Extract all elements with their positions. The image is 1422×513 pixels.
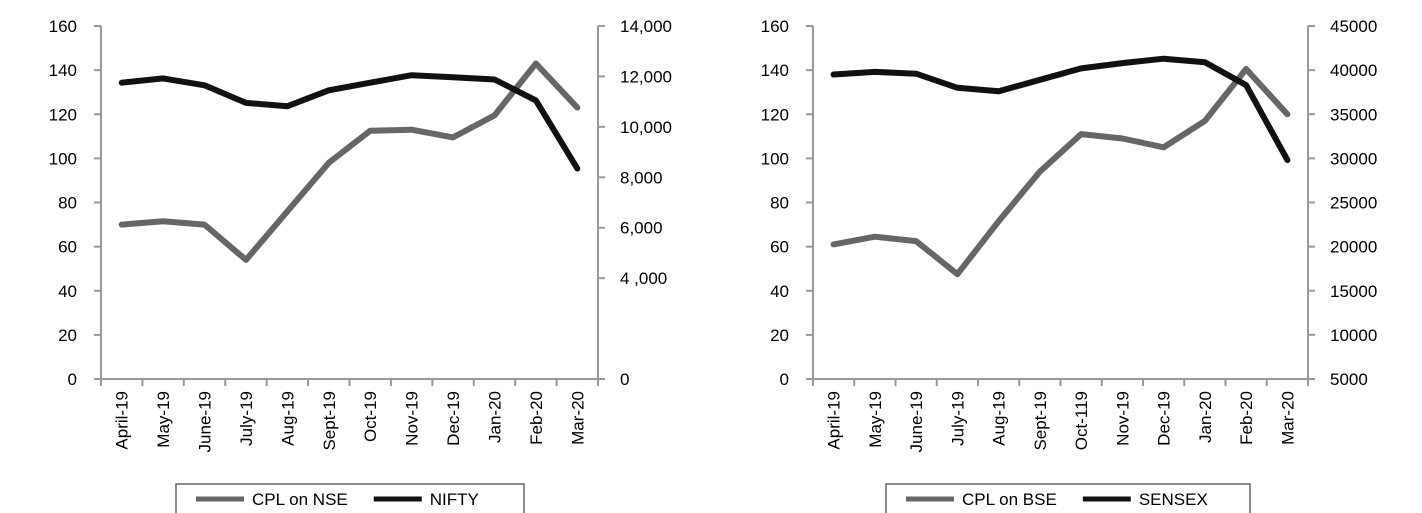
x-tick-label: April-19: [825, 391, 844, 450]
x-tick-label: Feb-20: [527, 391, 546, 445]
left-tick-label: 0: [68, 370, 77, 389]
right-tick-label: 5000: [1330, 370, 1368, 389]
left-tick-label: 120: [49, 105, 77, 124]
left-tick-label: 80: [58, 194, 77, 213]
right-tick-label: 45000: [1330, 17, 1377, 36]
x-tick-label: Sept-19: [320, 391, 339, 451]
left-tick-label: 160: [49, 17, 77, 36]
legend: CPL on NSE NIFTY: [175, 483, 525, 513]
x-tick-label: Feb-20: [1237, 391, 1256, 445]
left-tick-label: 100: [49, 149, 77, 168]
left-tick-label: 40: [58, 282, 77, 301]
left-tick-label: 140: [49, 61, 77, 80]
x-tick-label: May-19: [866, 391, 885, 448]
x-tick-label: Aug-19: [278, 391, 297, 446]
x-tick-label: Oct-119: [1072, 391, 1091, 450]
series-line-sensex: [830, 55, 1291, 164]
legend-label: NIFTY: [430, 490, 479, 509]
x-tick-label: Nov-19: [1113, 391, 1132, 446]
left-tick-label: 100: [761, 149, 789, 168]
right-tick-label: 12,000: [620, 67, 672, 86]
x-tick-label: Oct-19: [361, 391, 380, 442]
right-tick-label: 6,000: [620, 219, 663, 238]
x-tick-label: Nov-19: [403, 391, 422, 446]
x-tick-label: Mar-20: [1278, 391, 1297, 445]
x-tick-label: June-19: [907, 391, 926, 452]
x-tick-label: Mar-20: [568, 391, 587, 445]
legend-label: CPL on BSE: [962, 490, 1057, 509]
series-line-cpl-on-bse: [830, 66, 1291, 278]
left-tick-label: 60: [770, 238, 789, 257]
left-tick-label: 80: [770, 194, 789, 213]
legend-label: SENSEX: [1139, 490, 1208, 509]
left-tick-label: 140: [761, 61, 789, 80]
series-line-cpl-on-nse: [118, 60, 581, 263]
left-tick-label: 20: [770, 326, 789, 345]
x-tick-label: April-19: [113, 391, 132, 450]
right-tick-label: 25000: [1330, 194, 1377, 213]
x-tick-label: July-19: [948, 391, 967, 446]
legend-label: CPL on NSE: [252, 490, 348, 509]
right-tick-label: 30000: [1330, 149, 1377, 168]
right-tick-label: 14,000: [620, 17, 672, 36]
legend: CPL on BSE SENSEX: [885, 483, 1251, 513]
right-tick-label: 10000: [1330, 326, 1377, 345]
right-tick-label: 20000: [1330, 238, 1377, 257]
left-tick-label: 20: [58, 326, 77, 345]
right-tick-label: 35000: [1330, 105, 1377, 124]
right-tick-label: 0: [620, 370, 629, 389]
x-tick-label: Jan-20: [485, 391, 504, 443]
left-tick-label: 0: [780, 370, 789, 389]
x-tick-label: Dec-19: [444, 391, 463, 446]
right-tick-label: 40000: [1330, 61, 1377, 80]
left-tick-label: 60: [58, 238, 77, 257]
x-tick-label: Sept-19: [1031, 391, 1050, 451]
x-tick-label: June-19: [196, 391, 215, 452]
x-tick-label: May-19: [154, 391, 173, 448]
right-tick-label: 15000: [1330, 282, 1377, 301]
x-tick-label: Dec-19: [1155, 391, 1174, 446]
x-tick-label: Jan-20: [1196, 391, 1215, 443]
left-tick-label: 120: [761, 105, 789, 124]
x-tick-label: Aug-19: [990, 391, 1009, 446]
series-line-nifty: [118, 72, 581, 172]
x-tick-label: July-19: [237, 391, 256, 446]
chart-1: 0 20 40 60 80 100 120 140 160 0 4 ,000 6,000 8,000 10…: [49, 17, 672, 513]
right-tick-label: 4 ,000: [620, 269, 667, 288]
right-tick-label: 10,000: [620, 118, 672, 137]
left-tick-label: 160: [761, 17, 789, 36]
left-tick-label: 40: [770, 282, 789, 301]
right-tick-label: 8,000: [620, 168, 663, 187]
chart-2: 0 20 40 60 80 100 120 140 160 5000 10000 15000 20000…: [761, 17, 1377, 513]
